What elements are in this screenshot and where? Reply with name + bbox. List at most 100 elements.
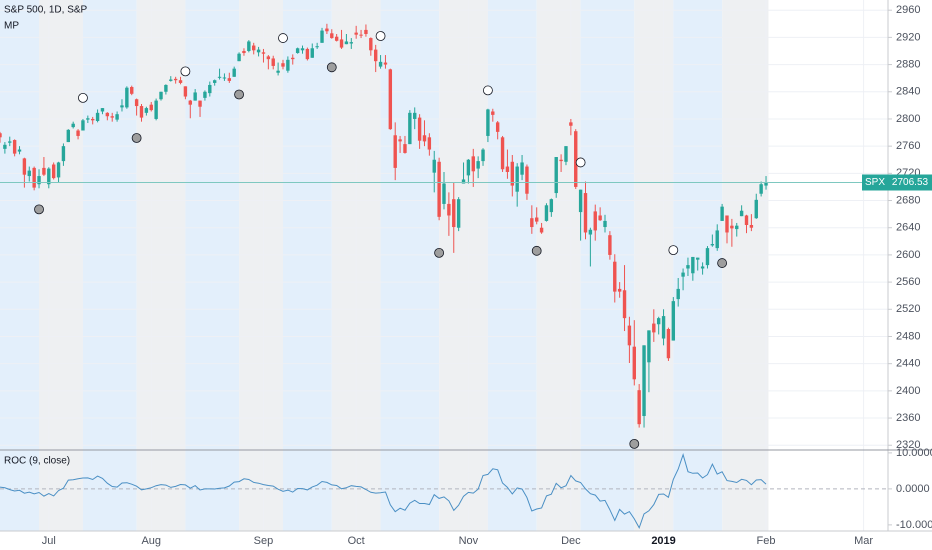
candle-body — [413, 112, 417, 119]
y-tick-label: 2800 — [896, 113, 920, 125]
candle-body — [105, 112, 110, 117]
candle-body — [56, 162, 61, 178]
candle-body — [544, 205, 549, 221]
candle-body — [749, 225, 754, 228]
candle-body — [51, 164, 56, 179]
candle-body — [100, 108, 105, 112]
candle-body — [315, 46, 319, 48]
session-band — [0, 0, 40, 531]
candle-body — [364, 29, 368, 34]
roc-y-tick-label: -10.0000 — [896, 519, 932, 531]
candle-body — [188, 100, 192, 105]
candle-body — [452, 199, 456, 228]
candle-body — [125, 87, 129, 108]
candle-body — [686, 265, 690, 269]
pivot-marker — [531, 245, 542, 256]
chart-title: S&P 500, 1D, S&P — [4, 5, 88, 16]
candle-body — [227, 78, 232, 81]
candle-body — [559, 159, 563, 162]
candle-body — [525, 166, 529, 194]
candle-body — [222, 77, 227, 79]
candle-body — [193, 92, 197, 101]
candle-body — [764, 182, 768, 186]
candle-body — [47, 168, 51, 185]
candle-body — [305, 48, 310, 60]
candle-body — [617, 288, 622, 292]
candle-body — [22, 158, 27, 175]
candle-body — [276, 70, 280, 73]
candle-body — [66, 129, 71, 143]
candle-body — [691, 256, 695, 274]
candle-body — [447, 203, 451, 216]
candle-body — [613, 261, 617, 292]
candle-body — [666, 329, 671, 359]
pivot-marker — [34, 204, 44, 215]
candle-body — [383, 62, 388, 65]
candle-body — [173, 78, 178, 81]
candle-body — [574, 131, 578, 187]
candle-body — [154, 100, 158, 119]
candle-body — [3, 144, 7, 149]
candle-body — [759, 184, 763, 194]
session-band — [136, 0, 186, 531]
y-tick-label: 2360 — [896, 412, 920, 424]
y-tick-label: 2760 — [896, 140, 920, 152]
candle-body — [8, 141, 12, 143]
candle-body — [247, 41, 251, 51]
candle-body — [466, 159, 471, 176]
candle-body — [256, 49, 261, 53]
candle-body — [495, 122, 500, 132]
candle-body — [217, 76, 222, 78]
roc-line — [0, 453, 767, 530]
session-band — [487, 0, 537, 531]
candle-body — [388, 69, 393, 130]
candle-body — [242, 50, 246, 54]
candle-body — [442, 183, 446, 204]
candle-body — [281, 63, 285, 67]
candle-body — [203, 91, 207, 98]
candle-body — [481, 149, 485, 162]
y-tick-label: 2960 — [896, 4, 920, 16]
pivot-marker — [278, 33, 288, 43]
candle-body — [369, 38, 373, 51]
x-tick-label: Jul — [42, 535, 56, 547]
session-band — [536, 0, 581, 531]
candle-body — [291, 57, 295, 60]
candle-body — [403, 144, 407, 153]
candle-body — [549, 199, 554, 213]
y-tick-label: 2840 — [896, 86, 920, 98]
candle-body — [134, 99, 139, 107]
session-band — [239, 0, 283, 531]
y-tick-label: 2640 — [896, 222, 920, 234]
candle-body — [330, 33, 334, 39]
x-tick-label: Nov — [459, 535, 479, 547]
y-tick-label: 2440 — [896, 358, 920, 370]
candle-body — [212, 80, 217, 83]
y-tick-label: 2880 — [896, 58, 920, 70]
session-band — [39, 0, 83, 531]
candle-body — [354, 32, 358, 35]
candle-body — [637, 390, 641, 425]
candle-body — [744, 215, 749, 225]
pivot-marker — [78, 92, 88, 103]
background-layer — [0, 0, 769, 531]
pivot-marker — [483, 85, 493, 96]
candle-body — [520, 162, 524, 175]
candle-body — [739, 210, 744, 217]
candle-body — [583, 193, 588, 233]
candle-body — [208, 84, 212, 94]
x-tick-label: Sep — [254, 535, 274, 547]
candle-body — [261, 52, 266, 54]
candle-body — [286, 59, 290, 71]
candle-body — [178, 80, 183, 83]
candle-body — [661, 316, 666, 339]
candle-body — [486, 109, 490, 136]
candle-body — [627, 325, 632, 346]
candle-body — [569, 122, 573, 126]
candle-body — [408, 112, 412, 145]
candle-body — [705, 248, 710, 266]
candle-body — [505, 166, 510, 172]
roc-label: ROC (9, close) — [4, 456, 70, 467]
candle-body — [427, 137, 432, 150]
